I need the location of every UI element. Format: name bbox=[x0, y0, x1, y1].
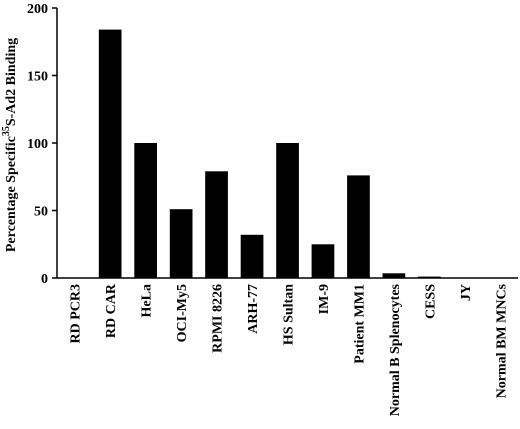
x-category-label-2: HeLa bbox=[140, 284, 155, 317]
bar-4 bbox=[205, 171, 228, 278]
x-category-label-4: RPMI 8226 bbox=[211, 284, 226, 353]
bar-7 bbox=[311, 244, 335, 279]
bars-group bbox=[98, 29, 441, 279]
x-category-label-9: Normal B Splenocytes bbox=[388, 283, 403, 416]
y-tick-label-4: 200 bbox=[27, 2, 48, 17]
y-axis-title: Percentage Specific35S-Ad2 Binding bbox=[1, 38, 19, 252]
y-axis-title-main: Percentage Specific bbox=[4, 136, 19, 252]
x-category-label-12: Normal BM MNCs bbox=[494, 283, 509, 398]
x-category-label-8: Patient MM1 bbox=[352, 284, 367, 364]
x-category-label-10: CESS bbox=[423, 284, 438, 319]
bar-6 bbox=[276, 143, 299, 278]
bar-5 bbox=[240, 234, 264, 278]
x-category-label-11: JY bbox=[459, 284, 474, 301]
x-category-label-0: RD PCR3 bbox=[69, 284, 84, 344]
x-category-label-6: HS Sultan bbox=[282, 284, 297, 345]
x-category-label-3: OCI-My5 bbox=[175, 284, 190, 342]
y-axis-title-tail: S-Ad2 Binding bbox=[4, 38, 19, 126]
y-tick-label-0: 0 bbox=[41, 272, 48, 287]
y-tick-label-2: 100 bbox=[27, 137, 48, 152]
bar-1 bbox=[98, 29, 122, 278]
bar-2 bbox=[134, 143, 157, 278]
x-category-label-7: IM-9 bbox=[317, 284, 332, 314]
y-axis-title-sup: 35 bbox=[1, 126, 12, 136]
x-category-label-1: RD CAR bbox=[104, 283, 119, 338]
y-tick-label-1: 50 bbox=[34, 205, 48, 220]
x-labels-group: RD PCR3 RD CAR HeLa OCI-My5 RPMI 8226 ARH-77 H… bbox=[69, 283, 510, 416]
y-tick-label-3: 150 bbox=[27, 70, 48, 85]
bar-3 bbox=[169, 209, 193, 278]
bar-8 bbox=[347, 175, 370, 278]
x-category-label-5: ARH-77 bbox=[246, 284, 261, 334]
bar-9 bbox=[382, 273, 406, 278]
y-ticks-group: 0 50 100 150 200 bbox=[27, 2, 57, 287]
